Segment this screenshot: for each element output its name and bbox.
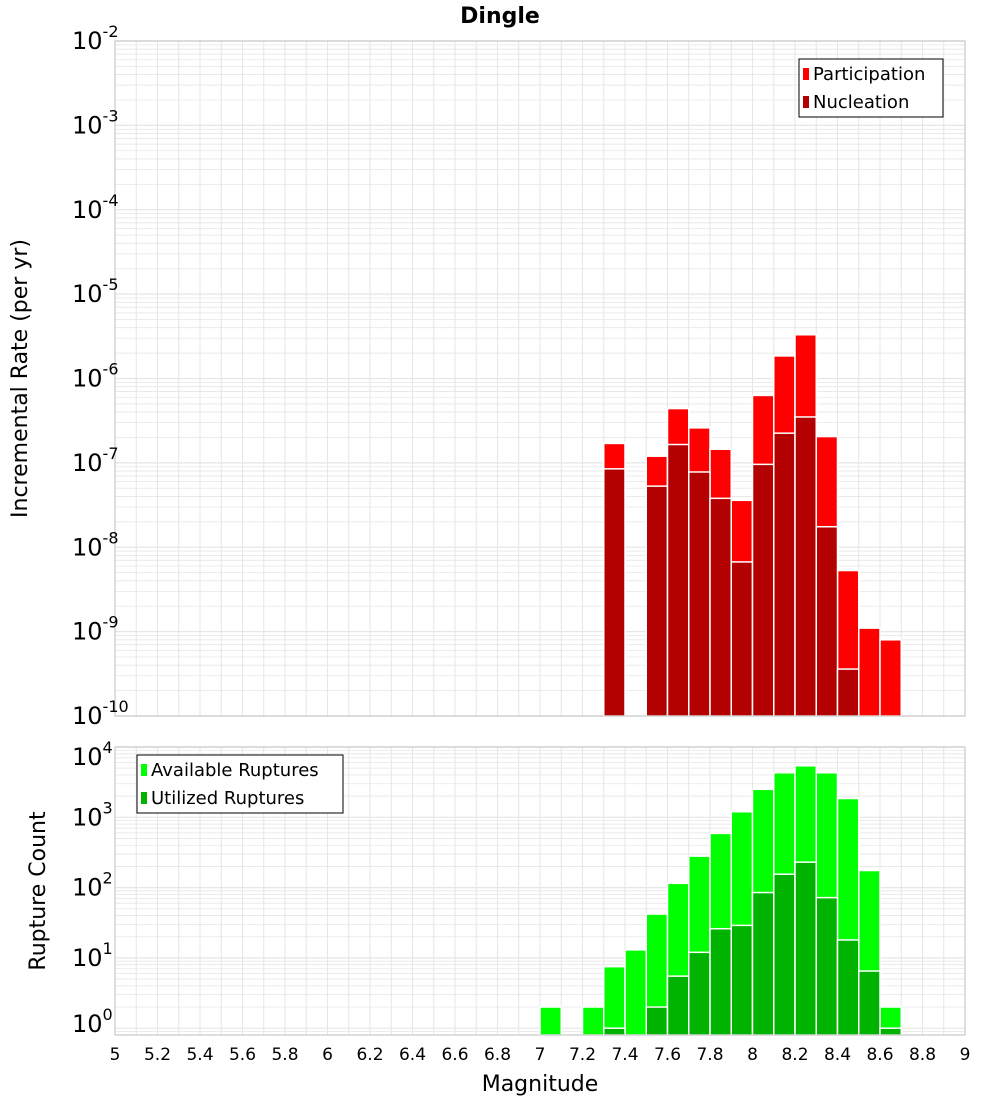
x-tick-label: 5.6 [229,1045,256,1065]
chart-title: Dingle [460,4,540,29]
legend-swatch [141,764,147,776]
top-legend: Participation Nucleation [798,58,944,118]
count-bar-b [773,873,796,1036]
x-tick-label: 6.4 [399,1045,426,1065]
rate-bar-b [645,485,669,717]
x-tick-label: 7.8 [696,1045,723,1065]
top-plot-frame [114,40,966,717]
x-tick-label: 7.2 [569,1045,596,1065]
rate-bar-a [879,639,902,717]
x-tick-label: 8.2 [781,1045,808,1065]
legend-swatch [803,96,809,108]
count-bar-b [645,1006,669,1036]
y-tick-label: 10-7 [72,444,119,477]
y-tick-label: 10-10 [72,697,129,730]
x-tick-label: 7.4 [611,1045,638,1065]
rate-bar-b [751,463,775,717]
legend-swatch [803,68,809,80]
y-tick-label: 102 [72,869,113,902]
rupture-count-panel: 104 103 102 101 100 Rupture Count Available … [26,738,966,1038]
legend-label: Nucleation [813,92,909,113]
count-bar-a [624,949,647,1036]
x-tick-label: 8.4 [824,1045,851,1065]
rate-bar-b [666,443,690,717]
x-tick-label: 8.6 [866,1045,893,1065]
x-tick-label: 6.2 [356,1045,383,1065]
x-tick-label: 6.6 [441,1045,468,1065]
count-bar-b [603,1027,626,1036]
x-tick-label: 5.2 [144,1045,171,1065]
count-bar-b [751,891,775,1036]
x-tick-label: 8.8 [909,1045,936,1065]
rate-bar-b [709,497,732,717]
x-tick-label: 6.8 [484,1045,511,1065]
y-tick-label: 10-5 [72,275,119,308]
top-y-tick-labels: 10-2 10-3 10-4 10-5 10-6 10-7 10-8 10-9 10-10 [72,22,129,730]
rate-bar-b [794,416,817,717]
rate-bar-b [815,525,839,717]
y-tick-label: 10-6 [72,360,119,393]
x-tick-label: 5.8 [271,1045,298,1065]
y-tick-label: 100 [72,1005,113,1038]
count-bar-b [794,861,817,1036]
x-axis-label: Magnitude [482,1072,599,1097]
x-tick-label: 7 [535,1045,546,1065]
rate-bar-b [836,668,860,717]
x-tick-label: 6 [322,1045,333,1065]
count-bar-b [836,939,860,1036]
count-bar-a [539,1006,562,1036]
count-bar-a [581,1006,605,1036]
count-bar-b [666,975,690,1036]
legend-label: Utilized Ruptures [151,788,304,809]
count-bar-b [730,924,754,1036]
y-tick-label: 101 [72,939,113,972]
count-bar-b [858,970,881,1036]
rate-bar-a [858,627,881,717]
legend-box [136,754,344,814]
top-grid [114,40,966,717]
legend-label: Participation [813,64,925,85]
count-bar-b [879,1027,902,1036]
bottom-plot-frame [114,746,966,1036]
legend-box [798,58,944,118]
bottom-y-tick-labels: 104 103 102 101 100 [72,738,113,1038]
x-tick-label: 5.4 [186,1045,213,1065]
incremental-rate-panel: 10-2 10-3 10-4 10-5 10-6 10-7 10-8 10-9 10-10 In… [8,22,966,730]
y-tick-label: 104 [72,738,113,771]
y-tick-label: 103 [72,798,113,831]
x-tick-label: 7.6 [654,1045,681,1065]
legend-label: Available Ruptures [151,760,319,781]
x-tick-labels: 5 5.2 5.4 5.6 5.8 6 6.2 6.4 6.6 6.8 7 7.2 7.4 7.6 7.8 8… [110,1045,971,1065]
bottom-y-axis-label: Rupture Count [26,811,51,971]
rate-bar-b [730,561,754,717]
bottom-bars [539,765,902,1036]
x-tick-label: 9 [960,1045,971,1065]
legend-swatch [141,792,147,804]
y-tick-label: 10-2 [72,22,119,55]
y-tick-label: 10-4 [72,191,119,224]
count-bar-b [709,927,732,1036]
rate-bar-b [603,468,626,717]
x-tick-label: 8 [747,1045,758,1065]
count-bar-b [815,896,839,1036]
count-bar-a [603,965,626,1036]
y-tick-label: 10-9 [72,613,119,646]
rate-bar-b [688,471,711,717]
bottom-legend: Available Ruptures Utilized Ruptures [136,754,344,814]
rate-bar-b [773,432,796,717]
y-tick-label: 10-8 [72,528,119,561]
count-bar-b [688,951,711,1036]
x-tick-label: 5 [110,1045,121,1065]
y-tick-label: 10-3 [72,106,119,139]
top-y-axis-label: Incremental Rate (per yr) [8,239,33,518]
